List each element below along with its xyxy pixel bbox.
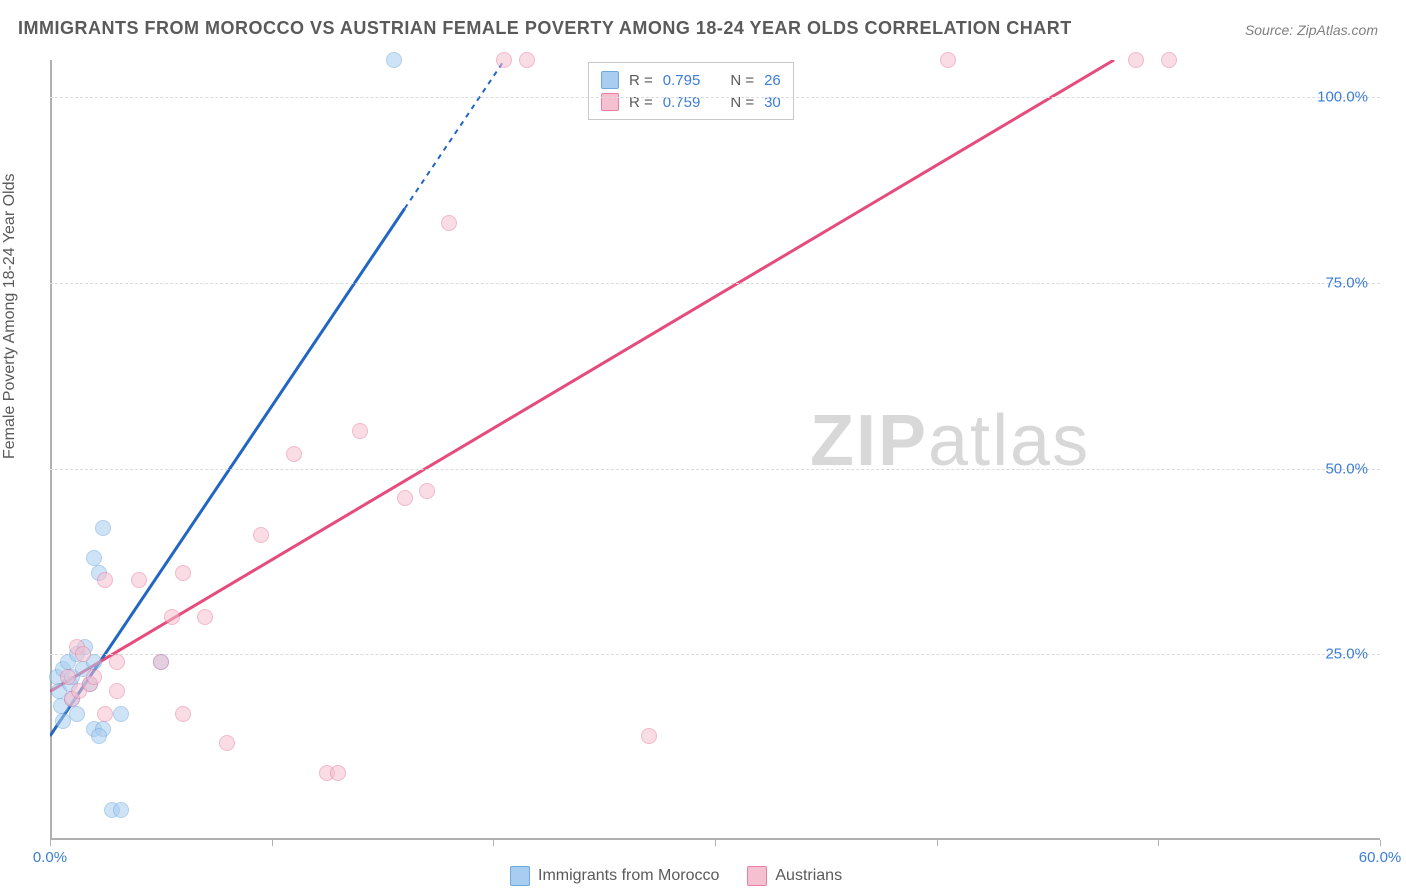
n-value: 26 — [764, 72, 781, 89]
n-value: 30 — [764, 94, 781, 111]
legend-swatch-pink — [747, 866, 767, 886]
chart-title: IMMIGRANTS FROM MOROCCO VS AUSTRIAN FEMA… — [18, 18, 1072, 39]
watermark: ZIPatlas — [810, 400, 1090, 482]
trend-line — [50, 60, 1114, 691]
x-tick — [1380, 840, 1381, 846]
legend-label: Austrians — [775, 867, 842, 885]
data-point — [496, 52, 512, 68]
y-tick-label: 100.0% — [1317, 89, 1368, 106]
data-point — [131, 572, 147, 588]
plot-area: ZIPatlas R = 0.795 N = 26 R = 0.759 N = … — [50, 60, 1380, 840]
data-point — [397, 490, 413, 506]
data-point — [153, 654, 169, 670]
data-point — [352, 423, 368, 439]
legend-stats-box: R = 0.795 N = 26 R = 0.759 N = 30 — [588, 62, 794, 120]
grid-line — [50, 654, 1380, 655]
r-value: 0.759 — [663, 94, 701, 111]
data-point — [519, 52, 535, 68]
x-tick-label: 60.0% — [1359, 849, 1402, 866]
data-point — [95, 520, 111, 536]
data-point — [113, 802, 129, 818]
data-point — [175, 706, 191, 722]
y-tick-label: 75.0% — [1325, 274, 1368, 291]
data-point — [286, 446, 302, 462]
legend-swatch-blue — [601, 71, 619, 89]
trend-lines-svg — [50, 60, 1380, 840]
x-tick — [50, 840, 51, 846]
trend-line-dashed — [405, 60, 505, 209]
data-point — [109, 683, 125, 699]
x-tick-label: 0.0% — [33, 849, 67, 866]
data-point — [97, 572, 113, 588]
n-label: N = — [730, 72, 754, 89]
y-axis-line — [50, 60, 52, 840]
x-tick — [1158, 840, 1159, 846]
data-point — [641, 728, 657, 744]
data-point — [175, 565, 191, 581]
data-point — [86, 550, 102, 566]
y-tick-label: 25.0% — [1325, 646, 1368, 663]
r-value: 0.795 — [663, 72, 701, 89]
data-point — [253, 527, 269, 543]
grid-line — [50, 97, 1380, 98]
data-point — [441, 215, 457, 231]
legend-stats-row: R = 0.759 N = 30 — [601, 91, 781, 113]
legend-stats-row: R = 0.795 N = 26 — [601, 69, 781, 91]
data-point — [113, 706, 129, 722]
data-point — [109, 654, 125, 670]
legend-swatch-pink — [601, 93, 619, 111]
x-tick — [272, 840, 273, 846]
bottom-legend: Immigrants from Morocco Austrians — [510, 866, 842, 886]
legend-item-morocco: Immigrants from Morocco — [510, 866, 719, 886]
legend-label: Immigrants from Morocco — [538, 867, 719, 885]
y-axis-label: Female Poverty Among 18-24 Year Olds — [1, 174, 19, 460]
data-point — [86, 669, 102, 685]
x-tick — [493, 840, 494, 846]
n-label: N = — [730, 94, 754, 111]
data-point — [1161, 52, 1177, 68]
data-point — [197, 609, 213, 625]
r-label: R = — [629, 94, 653, 111]
data-point — [69, 706, 85, 722]
data-point — [1128, 52, 1144, 68]
data-point — [60, 669, 76, 685]
data-point — [386, 52, 402, 68]
data-point — [419, 483, 435, 499]
data-point — [91, 728, 107, 744]
trend-line — [50, 209, 405, 736]
data-point — [75, 646, 91, 662]
source-label: Source: ZipAtlas.com — [1245, 22, 1378, 38]
legend-swatch-blue — [510, 866, 530, 886]
legend-item-austrians: Austrians — [747, 866, 842, 886]
x-tick — [715, 840, 716, 846]
r-label: R = — [629, 72, 653, 89]
y-tick-label: 50.0% — [1325, 460, 1368, 477]
data-point — [219, 735, 235, 751]
grid-line — [50, 469, 1380, 470]
data-point — [940, 52, 956, 68]
data-point — [97, 706, 113, 722]
data-point — [164, 609, 180, 625]
grid-line — [50, 283, 1380, 284]
data-point — [330, 765, 346, 781]
x-tick — [937, 840, 938, 846]
